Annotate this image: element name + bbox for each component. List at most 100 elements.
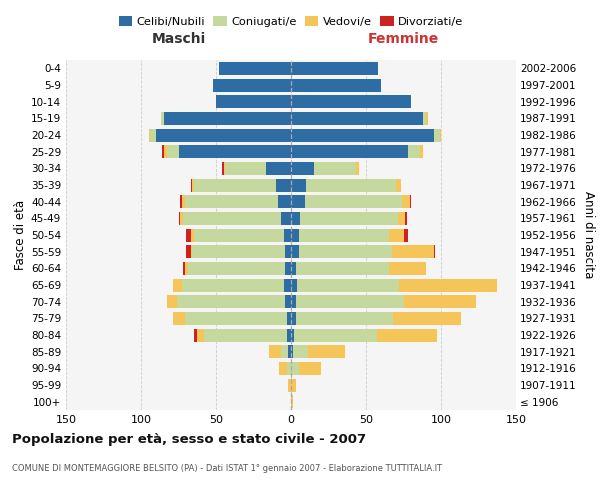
Bar xyxy=(185,262,187,275)
Bar xyxy=(291,112,423,125)
Bar xyxy=(296,262,389,275)
Bar xyxy=(404,295,476,308)
Bar xyxy=(173,278,182,291)
Bar xyxy=(191,228,193,241)
Bar xyxy=(291,128,433,141)
Bar xyxy=(393,312,461,325)
Bar xyxy=(276,178,291,192)
Bar xyxy=(433,128,439,141)
Bar xyxy=(192,178,193,192)
Bar xyxy=(193,328,197,342)
Bar xyxy=(193,178,276,192)
Bar xyxy=(426,112,427,125)
Bar xyxy=(402,195,409,208)
Bar xyxy=(308,345,345,358)
Bar xyxy=(299,228,389,241)
Bar xyxy=(277,195,291,208)
Bar xyxy=(225,162,265,175)
Bar xyxy=(193,228,284,241)
Bar xyxy=(404,228,408,241)
Bar xyxy=(177,295,285,308)
Bar xyxy=(213,78,291,92)
Bar xyxy=(163,145,167,158)
Bar xyxy=(439,128,441,141)
Bar xyxy=(377,328,437,342)
Bar xyxy=(163,112,291,125)
Bar xyxy=(423,112,426,125)
Bar xyxy=(269,345,281,358)
Bar xyxy=(409,195,411,208)
Bar xyxy=(287,312,291,325)
Bar xyxy=(185,195,277,208)
Bar xyxy=(291,295,296,308)
Bar xyxy=(294,328,377,342)
Bar xyxy=(291,145,408,158)
Bar xyxy=(433,245,435,258)
Bar xyxy=(219,62,291,75)
Bar xyxy=(222,162,223,175)
Bar xyxy=(399,278,497,291)
Bar xyxy=(279,362,287,375)
Bar xyxy=(291,78,381,92)
Bar xyxy=(291,395,293,408)
Bar xyxy=(180,195,182,208)
Bar xyxy=(291,262,296,275)
Bar xyxy=(192,245,285,258)
Bar xyxy=(291,162,314,175)
Bar xyxy=(187,262,285,275)
Bar xyxy=(156,128,291,141)
Bar xyxy=(389,228,404,241)
Bar xyxy=(305,195,402,208)
Bar xyxy=(291,328,294,342)
Bar xyxy=(291,228,299,241)
Bar xyxy=(355,162,359,175)
Bar xyxy=(408,145,420,158)
Bar xyxy=(281,345,288,358)
Bar xyxy=(300,212,398,225)
Bar xyxy=(179,145,291,158)
Bar xyxy=(284,278,291,291)
Bar xyxy=(291,362,299,375)
Bar xyxy=(288,345,291,358)
Y-axis label: Anni di nascita: Anni di nascita xyxy=(583,192,595,278)
Bar xyxy=(216,95,291,108)
Bar xyxy=(179,212,180,225)
Y-axis label: Fasce di età: Fasce di età xyxy=(14,200,27,270)
Bar xyxy=(314,162,355,175)
Bar xyxy=(183,212,281,225)
Text: COMUNE DI MONTEMAGGIORE BELSITO (PA) - Dati ISTAT 1° gennaio 2007 - Elaborazione: COMUNE DI MONTEMAGGIORE BELSITO (PA) - D… xyxy=(12,464,442,473)
Legend: Celibi/Nubili, Coniugati/e, Vedovi/e, Divorziati/e: Celibi/Nubili, Coniugati/e, Vedovi/e, Di… xyxy=(114,12,468,32)
Bar xyxy=(296,295,404,308)
Bar xyxy=(291,378,296,392)
Bar xyxy=(405,212,407,225)
Bar xyxy=(162,145,163,158)
Bar xyxy=(288,378,291,392)
Bar xyxy=(291,345,293,358)
Bar xyxy=(182,278,284,291)
Bar xyxy=(281,212,291,225)
Bar xyxy=(420,145,423,158)
Bar xyxy=(223,162,225,175)
Bar xyxy=(167,295,177,308)
Bar xyxy=(296,312,393,325)
Bar xyxy=(186,228,191,241)
Bar xyxy=(299,362,321,375)
Bar xyxy=(167,145,179,158)
Bar xyxy=(293,345,308,358)
Bar xyxy=(389,262,426,275)
Bar xyxy=(287,328,291,342)
Bar xyxy=(297,278,399,291)
Bar xyxy=(306,178,396,192)
Bar xyxy=(287,362,291,375)
Bar xyxy=(182,195,185,208)
Bar xyxy=(291,95,411,108)
Bar xyxy=(299,245,392,258)
Bar xyxy=(180,212,183,225)
Bar xyxy=(285,262,291,275)
Bar xyxy=(149,128,150,141)
Bar xyxy=(185,312,287,325)
Bar xyxy=(150,128,156,141)
Bar xyxy=(161,112,163,125)
Bar xyxy=(291,178,306,192)
Bar xyxy=(291,312,296,325)
